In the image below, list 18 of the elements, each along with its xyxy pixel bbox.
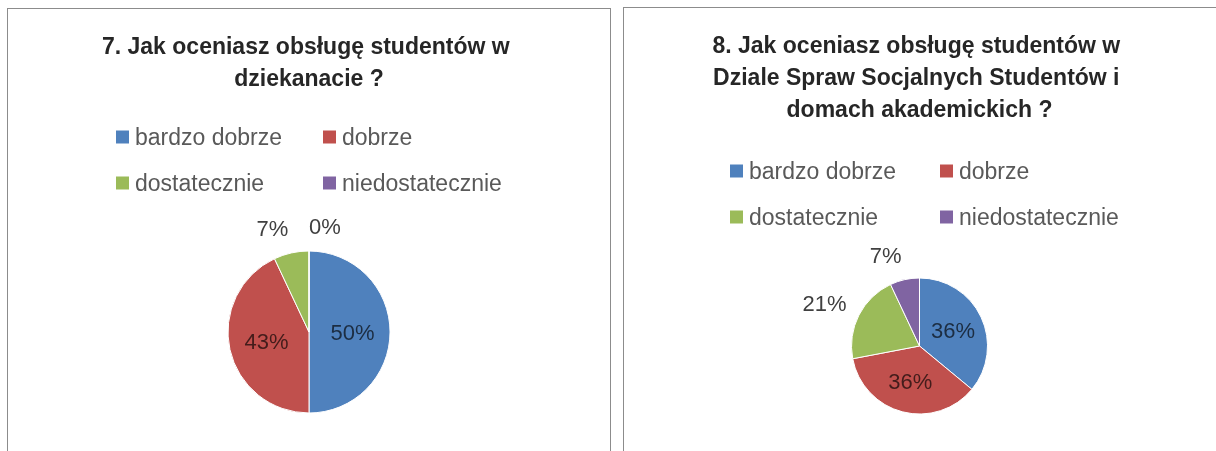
legend-label: dobrze: [342, 124, 413, 150]
legend-label: dostatecznie: [135, 170, 265, 196]
legend-label: bardzo dobrze: [749, 158, 897, 184]
chart-title: 7. Jak oceniasz obsługę studentów w dziekanacie ?: [101, 33, 517, 91]
data-label: 7%: [869, 242, 902, 268]
text: 0%: [309, 213, 341, 239]
legend-label: bardzo dobrze: [135, 124, 283, 150]
data-label: 36%: [930, 317, 975, 343]
legend-label: dobrze: [959, 158, 1030, 184]
legend-label: dostatecznie: [749, 204, 879, 230]
data-label: 36%: [888, 369, 933, 395]
data-label: 21%: [802, 291, 847, 317]
legend-label: niedostatecznie: [342, 170, 502, 196]
data-label: 43%: [244, 328, 289, 354]
chart-title: 8. Jak oceniasz obsługę studentów w Dziale Spraw Socjalnych Studentów i domach akademickich ?: [712, 32, 1127, 122]
data-label: 7%: [256, 216, 289, 242]
data-label: 50%: [330, 319, 375, 345]
legend-label: niedostatecznie: [959, 204, 1119, 230]
